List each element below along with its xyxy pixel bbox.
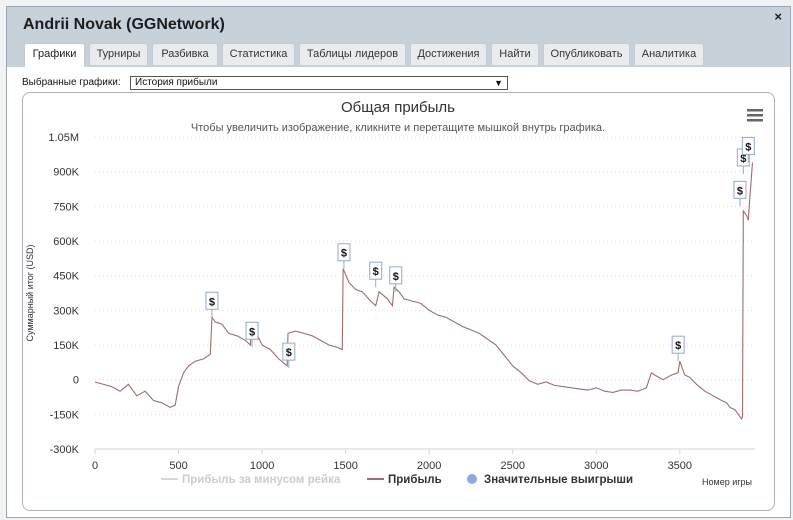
y-tick-label: 1.05M xyxy=(48,132,79,144)
chevron-down-icon: ▼ xyxy=(494,78,503,88)
y-axis-label: Суммарный итог (USD) xyxy=(25,244,35,341)
tab-tournaments[interactable]: Турниры xyxy=(89,43,148,65)
tab-achievements[interactable]: Достижения xyxy=(410,43,487,65)
x-tick-label: 1000 xyxy=(250,460,274,472)
y-tick-label: -300K xyxy=(50,444,80,456)
big-win-flag[interactable]: $ xyxy=(733,180,747,207)
dollar-icon: $ xyxy=(373,266,379,278)
x-tick-label: 500 xyxy=(169,460,187,472)
legend-big-wins[interactable]: Значительные выигрыши xyxy=(484,474,633,486)
big-win-flag[interactable]: $ xyxy=(282,342,296,369)
big-win-flag[interactable]: $ xyxy=(337,243,351,269)
tab-statistics[interactable]: Статистика xyxy=(222,43,295,65)
x-axis-ticks: 0 500 1000 1500 2000 2500 3000 3500 xyxy=(92,449,692,472)
profit-series-line xyxy=(94,162,754,421)
big-win-flag[interactable]: $ xyxy=(671,335,685,362)
x-tick-label: 0 xyxy=(92,460,98,472)
flag-box xyxy=(245,321,259,340)
y-tick-label: 900K xyxy=(53,167,79,179)
y-axis-ticks: -300K -150K 0 150K 300K 450K 600K 750K 900K 1.05M xyxy=(48,132,79,456)
x-tick-label: 3500 xyxy=(668,460,692,472)
x-tick-label: 1500 xyxy=(333,460,357,472)
y-tick-label: 600K xyxy=(53,236,79,248)
y-tick-label: -150K xyxy=(50,409,80,421)
flag-box xyxy=(282,342,296,361)
close-icon[interactable]: × xyxy=(774,9,782,24)
flag-box xyxy=(337,243,351,262)
big-win-flag[interactable]: $ xyxy=(389,266,403,292)
dollar-icon: $ xyxy=(249,326,255,338)
legend-symbol-big-wins xyxy=(467,474,477,484)
title-bar: Andrii Novak (GGNetwork) × Графики Турни… xyxy=(7,7,790,67)
chart-subtitle: Чтобы увеличить изображение, кликните и … xyxy=(191,122,605,134)
flag-box xyxy=(389,266,403,285)
flag-box xyxy=(205,291,219,310)
tab-analytics[interactable]: Аналитика xyxy=(634,43,704,65)
legend-rake-profit[interactable]: Прибыль за минусом рейка xyxy=(182,474,341,486)
chart-legend: Прибыль за минусом рейка Прибыль Значите… xyxy=(161,474,633,486)
x-tick-label: 2000 xyxy=(417,460,441,472)
x-tick-label: 3000 xyxy=(584,460,608,472)
tab-breakdown[interactable]: Разбивка xyxy=(152,43,218,65)
chart-select-value: История прибыли xyxy=(135,77,218,88)
big-win-flag[interactable]: $ xyxy=(369,261,383,288)
y-tick-label: 150K xyxy=(53,340,79,352)
dollar-icon: $ xyxy=(286,347,292,359)
dollar-icon: $ xyxy=(209,296,215,308)
tab-publish[interactable]: Опубликовать xyxy=(543,43,630,65)
tab-leaderboards[interactable]: Таблицы лидеров xyxy=(299,43,406,65)
window-title: Andrii Novak (GGNetwork) xyxy=(23,16,225,33)
dollar-icon: $ xyxy=(341,248,347,260)
dollar-icon: $ xyxy=(393,271,399,283)
tab-find[interactable]: Найти xyxy=(491,43,539,65)
profit-chart[interactable]: Общая прибыль Чтобы увеличить изображени… xyxy=(23,93,774,510)
dollar-icon: $ xyxy=(740,153,746,165)
big-win-flag[interactable]: $ xyxy=(741,136,755,163)
tab-graphs[interactable]: Графики xyxy=(24,43,85,67)
chart-select[interactable]: История прибыли ▼ xyxy=(130,76,508,90)
chart-container[interactable]: Общая прибыль Чтобы увеличить изображени… xyxy=(22,92,775,511)
flag-box xyxy=(733,180,747,199)
chart-title: Общая прибыль xyxy=(341,99,455,116)
flag-box xyxy=(369,261,383,280)
dollar-icon: $ xyxy=(745,141,751,153)
y-tick-label: 300K xyxy=(53,305,79,317)
big-win-flag[interactable]: $ xyxy=(205,291,219,318)
grid-lines xyxy=(95,136,755,450)
y-tick-label: 0 xyxy=(73,375,79,387)
chart-selector-label: Выбранные графики: xyxy=(22,77,121,88)
dollar-icon: $ xyxy=(675,340,681,352)
x-tick-label: 2500 xyxy=(500,460,524,472)
flag-box xyxy=(741,136,755,155)
x-axis-label: Номер игры xyxy=(702,477,752,487)
big-win-flag[interactable]: $ xyxy=(245,321,259,348)
legend-profit[interactable]: Прибыль xyxy=(388,474,442,486)
y-tick-label: 450K xyxy=(53,271,79,283)
big-wins-flags: $$$$$ $$$$$ xyxy=(205,136,755,369)
hamburger-menu-icon[interactable] xyxy=(747,109,763,122)
player-window: Andrii Novak (GGNetwork) × Графики Турни… xyxy=(6,6,791,518)
dollar-icon: $ xyxy=(737,185,743,197)
flag-box xyxy=(671,335,685,354)
y-tick-label: 750K xyxy=(53,201,79,213)
